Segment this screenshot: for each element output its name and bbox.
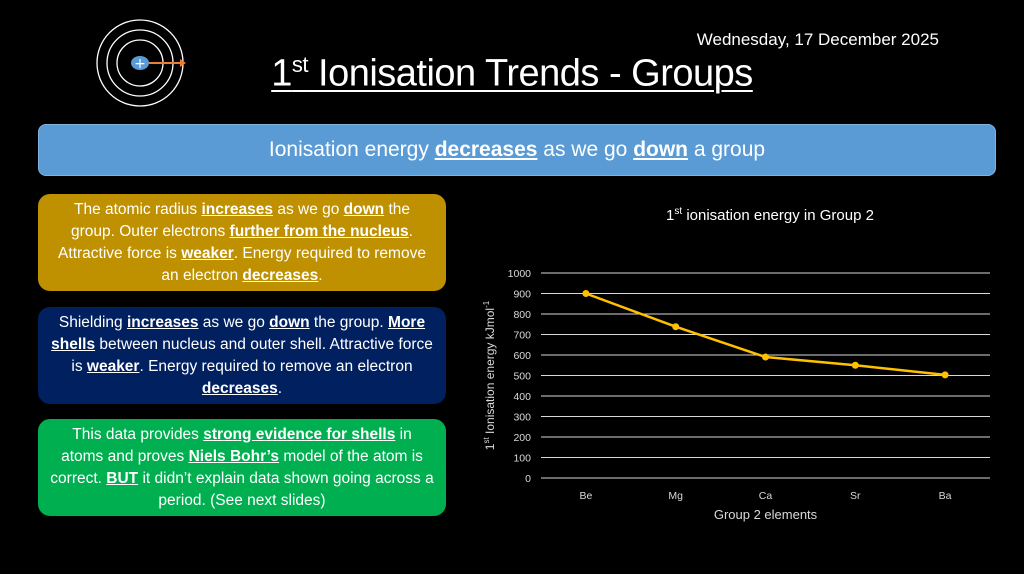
y-axis-label-part: st	[482, 437, 491, 444]
text-segment: the group. Outer electrons	[71, 200, 410, 240]
y-axis-label-part: 1	[483, 443, 497, 450]
emphasis-text: decreases	[242, 266, 319, 284]
y-tick-label: 200	[513, 432, 531, 444]
y-tick-label: 400	[513, 391, 531, 403]
text-segment: .	[318, 266, 323, 284]
x-tick-label: Ba	[939, 490, 952, 502]
banner-text: Ionisation energy decreases as we go dow…	[269, 138, 765, 162]
y-axis-label: 1st Ionisation energy kJmol-1	[482, 300, 497, 450]
y-axis-label-part: Ionisation energy kJmol	[483, 308, 497, 437]
chart-title-part: 1	[666, 207, 674, 224]
text-segment: as we go	[198, 313, 270, 331]
emphasis-text: down	[269, 313, 310, 331]
x-axis-label: Group 2 elements	[714, 507, 818, 522]
text-segment: The atomic radius	[73, 200, 202, 218]
data-point-be	[582, 290, 590, 297]
atomic-radius-box: The atomic radius increases as we go dow…	[38, 194, 446, 291]
data-point-sr	[851, 361, 859, 369]
y-tick-label: 700	[513, 330, 531, 342]
page-title: 1st Ionisation Trends - Groups	[271, 52, 753, 95]
y-tick-label: 600	[513, 350, 531, 362]
svg-text:+: +	[134, 56, 146, 72]
x-tick-label: Mg	[668, 490, 683, 502]
x-tick-label: Ca	[759, 490, 773, 502]
chart-title: 1st ionisation energy in Group 2	[666, 206, 874, 224]
text-segment: as we go	[273, 200, 344, 218]
text-segment: .	[277, 379, 283, 397]
emphasis-text: decreases	[201, 379, 278, 397]
text-segment: Shielding	[58, 313, 127, 331]
emphasis-text: further from the nucleus	[229, 222, 409, 240]
emphasis-text: increases	[201, 200, 274, 218]
emphasis-text: BUT	[106, 469, 139, 487]
emphasis-text: down	[633, 138, 689, 161]
text-segment: model of the atom is correct.	[50, 447, 423, 487]
y-axis-label-part: -1	[482, 300, 491, 308]
box-text: The atomic radius increases as we go dow…	[50, 199, 434, 287]
atom-shells-icon: +	[94, 14, 190, 115]
key-statement-banner: Ionisation energy decreases as we go dow…	[38, 124, 996, 176]
y-tick-label: 500	[513, 371, 531, 383]
x-tick-label: Sr	[850, 490, 861, 502]
text-segment: as we go	[537, 138, 634, 161]
y-tick-label: 1000	[508, 268, 532, 280]
data-point-ca	[762, 353, 769, 361]
y-tick-label: 100	[513, 453, 531, 465]
emphasis-text: down	[343, 200, 385, 218]
emphasis-text: Niels Bohr’s	[188, 447, 280, 465]
x-tick-label: Be	[579, 490, 592, 502]
ionisation-energy-chart: 1st ionisation energy in Group 201002003…	[482, 206, 990, 522]
text-segment: . Attractive force is	[58, 222, 413, 262]
y-tick-label: 300	[513, 412, 531, 424]
chart-title-part: ionisation energy in Group 2	[682, 207, 874, 224]
shielding-box: Shielding increases as we go down the gr…	[38, 307, 446, 404]
emphasis-text: decreases	[434, 138, 538, 161]
data-point-mg	[672, 323, 680, 331]
text-segment: between nucleus and outer shell. Attract…	[71, 335, 433, 375]
text-segment: . Energy required to remove an electron	[139, 357, 413, 375]
text-segment: in atoms and proves	[61, 425, 412, 465]
emphasis-text: weaker	[86, 357, 140, 375]
text-segment: This data provides	[72, 425, 204, 443]
text-segment: . Energy required to remove an electron	[161, 244, 426, 284]
box-text: This data provides strong evidence for s…	[50, 424, 434, 512]
y-tick-label: 800	[513, 309, 531, 321]
y-tick-label: 0	[525, 473, 531, 485]
slide-date: Wednesday, 17 December 2025	[696, 30, 939, 49]
text-segment: it didn’t explain data shown going acros…	[138, 469, 434, 509]
evidence-box: This data provides strong evidence for s…	[38, 419, 446, 516]
emphasis-text: increases	[126, 313, 199, 331]
y-tick-label: 900	[513, 289, 531, 301]
text-segment: Ionisation energy	[268, 138, 435, 161]
emphasis-text: weaker	[181, 244, 234, 262]
box-text: Shielding increases as we go down the gr…	[50, 312, 434, 400]
text-segment: a group	[688, 138, 766, 161]
emphasis-text: More shells	[51, 313, 426, 353]
text-segment: the group.	[309, 313, 389, 331]
data-point-ba	[941, 371, 949, 379]
chart-title-part: st	[674, 206, 682, 217]
emphasis-text: strong evidence for shells	[203, 425, 396, 443]
